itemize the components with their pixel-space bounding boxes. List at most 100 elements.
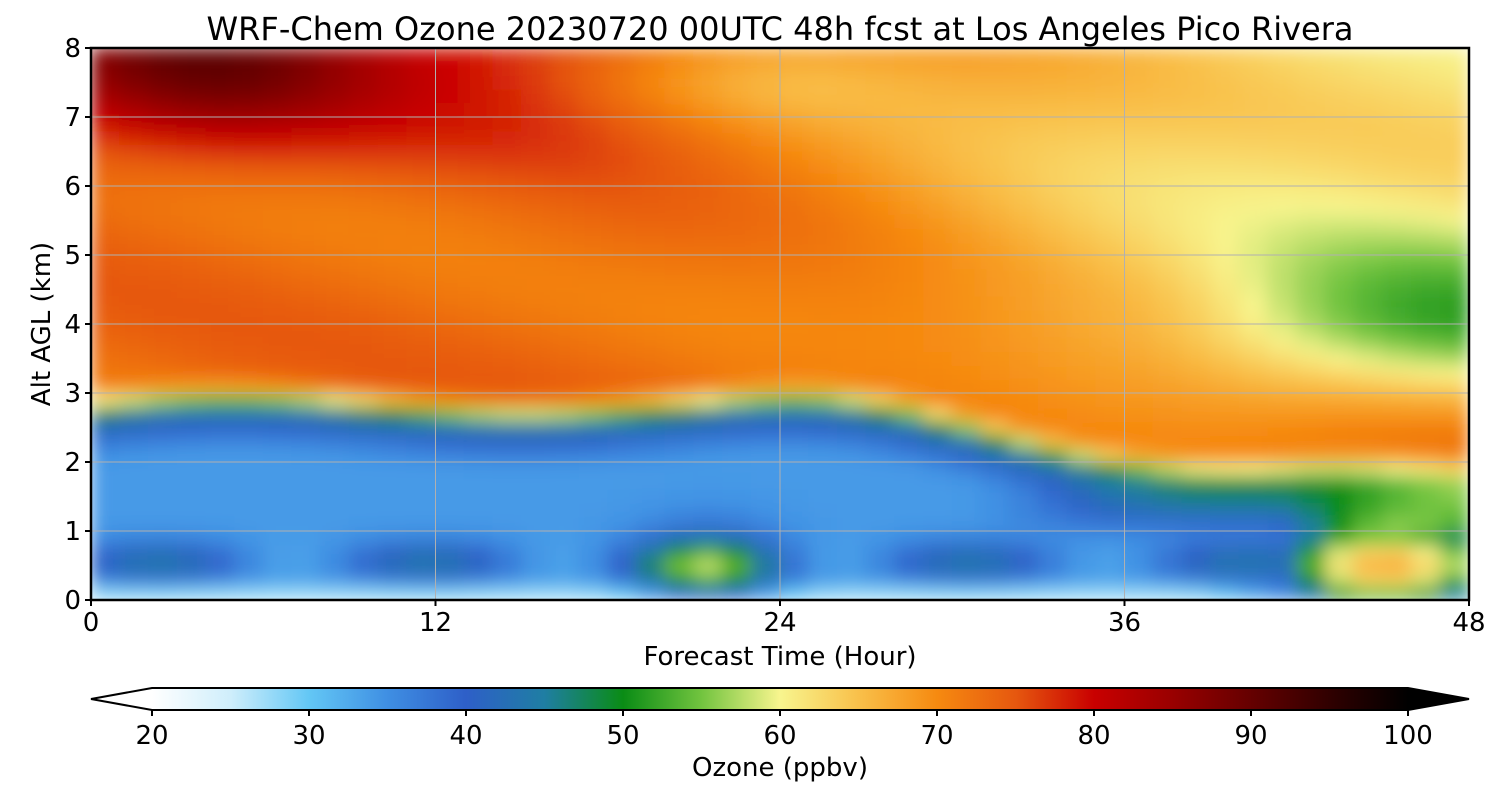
colorbar-tick-label: 20	[135, 721, 168, 751]
heatmap-cell	[865, 585, 896, 600]
heatmap-cell	[923, 61, 953, 77]
heatmap-cell	[693, 116, 724, 132]
heatmap-cell	[951, 364, 982, 380]
heatmap-cell	[1009, 61, 1039, 77]
heatmap-cell	[1210, 199, 1240, 215]
heatmap-cell	[779, 530, 810, 546]
heatmap-cell	[147, 116, 178, 132]
heatmap-cell	[951, 475, 982, 491]
heatmap-cell	[1124, 130, 1154, 146]
heatmap-cell	[865, 268, 896, 284]
heatmap-cell	[836, 351, 867, 366]
heatmap-cell	[1296, 144, 1326, 159]
heatmap-cell	[779, 502, 810, 518]
heatmap-cell	[1411, 433, 1441, 449]
heatmap-cell	[291, 447, 322, 463]
heatmap-cell	[722, 392, 752, 408]
heatmap-cell	[205, 516, 236, 532]
heatmap-cell	[693, 213, 724, 228]
heatmap-cell	[951, 254, 982, 270]
heatmap-cell	[176, 420, 207, 435]
heatmap-cell	[836, 585, 867, 600]
heatmap-cell	[722, 157, 752, 173]
heatmap-cell	[176, 392, 207, 408]
heatmap-cell	[693, 268, 724, 284]
heatmap-cell	[779, 461, 810, 477]
heatmap-cell	[1066, 461, 1097, 477]
heatmap-cell	[808, 323, 838, 339]
heatmap-cell	[377, 171, 408, 187]
heatmap-cell	[1066, 475, 1097, 491]
heatmap-cell	[951, 544, 982, 560]
heatmap-cell	[492, 447, 523, 463]
heatmap-cell	[607, 571, 637, 587]
heatmap-cell	[1210, 282, 1240, 297]
heatmap-cell	[664, 502, 695, 518]
heatmap-cell	[1009, 171, 1039, 187]
heatmap-cell	[578, 544, 609, 560]
heatmap-cell	[1009, 351, 1039, 366]
heatmap-cell	[147, 571, 178, 587]
heatmap-cell	[91, 433, 121, 449]
heatmap-cell	[176, 364, 207, 380]
heatmap-cell	[923, 544, 953, 560]
heatmap-cell	[1324, 558, 1355, 573]
heatmap-cell	[951, 406, 982, 422]
heatmap-cell	[1152, 171, 1183, 187]
heatmap-cell	[176, 240, 207, 256]
heatmap-cell	[578, 171, 609, 187]
heatmap-cell	[808, 48, 838, 63]
heatmap-cell	[348, 282, 379, 297]
heatmap-cell	[406, 392, 436, 408]
heatmap-cell	[521, 558, 551, 573]
heatmap-cell	[463, 378, 494, 394]
heatmap-cell	[693, 226, 724, 242]
heatmap-cell	[119, 406, 149, 422]
heatmap-cell	[1181, 48, 1212, 63]
heatmap-cell	[1238, 144, 1269, 159]
heatmap-cell	[1152, 558, 1183, 573]
heatmap-cell	[147, 544, 178, 560]
heatmap-cell	[1037, 571, 1068, 587]
heatmap-cell	[91, 213, 121, 228]
heatmap-cell	[1181, 544, 1212, 560]
heatmap-cell	[119, 544, 149, 560]
heatmap-cell	[1324, 295, 1355, 311]
heatmap-cell	[664, 420, 695, 435]
heatmap-cell	[980, 530, 1011, 546]
heatmap-cell	[119, 171, 149, 187]
heatmap-cell	[578, 420, 609, 435]
heatmap-cell	[1152, 268, 1183, 284]
heatmap-cell	[1353, 544, 1384, 560]
heatmap-cell	[635, 585, 666, 600]
heatmap-cell	[693, 185, 724, 201]
heatmap-cell	[578, 392, 609, 408]
heatmap-cell	[91, 75, 121, 90]
heatmap-cell	[262, 295, 293, 311]
heatmap-cell	[1124, 116, 1154, 132]
heatmap-cell	[951, 585, 982, 600]
heatmap-cell	[836, 447, 867, 463]
heatmap-cell	[664, 433, 695, 449]
heatmap-cell	[1066, 199, 1097, 215]
heatmap-cell	[176, 102, 207, 118]
heatmap-cell	[1267, 157, 1298, 173]
heatmap-cell	[1152, 544, 1183, 560]
heatmap-cell	[320, 502, 350, 518]
heatmap-cell	[693, 406, 724, 422]
heatmap-cell	[750, 351, 781, 366]
heatmap-cell	[119, 502, 149, 518]
heatmap-cell	[664, 102, 695, 118]
heatmap-cell	[1124, 157, 1154, 173]
heatmap-cell	[1324, 185, 1355, 201]
heatmap-cell	[578, 130, 609, 146]
heatmap-cell	[1009, 282, 1039, 297]
heatmap-cell	[1411, 364, 1441, 380]
heatmap-cell	[463, 144, 494, 159]
heatmap-cell	[607, 447, 637, 463]
heatmap-cell	[951, 323, 982, 339]
heatmap-cell	[205, 171, 236, 187]
heatmap-cell	[836, 337, 867, 353]
heatmap-cell	[1152, 240, 1183, 256]
heatmap-cell	[980, 185, 1011, 201]
